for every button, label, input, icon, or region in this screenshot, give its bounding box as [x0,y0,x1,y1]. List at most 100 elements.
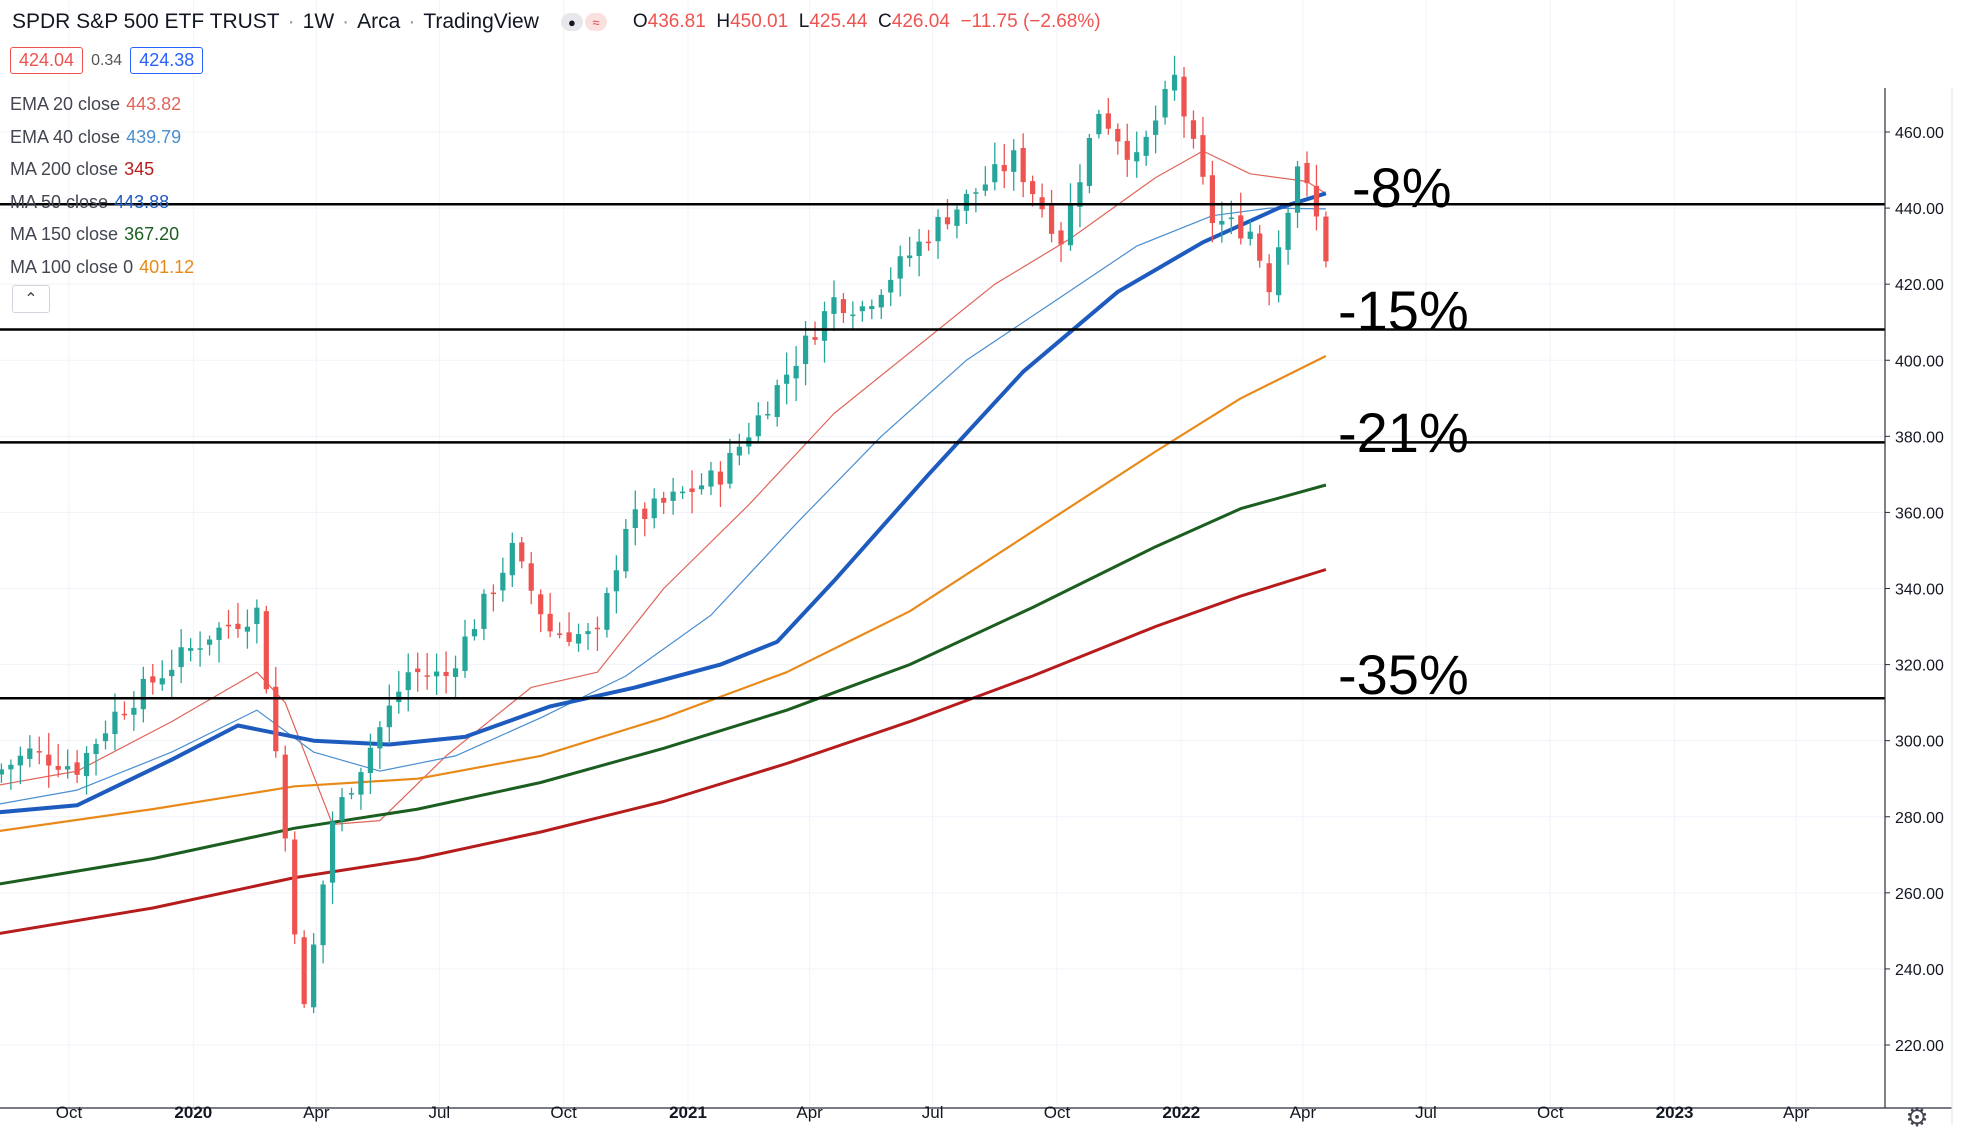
symbol-title[interactable]: SPDR S&P 500 ETF TRUST [12,10,280,33]
candle-body [793,365,799,379]
candle-body [594,627,601,630]
legend-value: 401.12 [139,256,195,277]
candle-body [661,497,667,503]
candle-body [575,634,582,644]
gear-icon[interactable]: ⚙ [1905,1101,1929,1132]
candle-body [538,594,544,615]
time-tick-label: Oct [1044,1103,1071,1122]
candle-body [973,192,979,194]
grid [0,0,1885,1108]
candle-body [1247,231,1253,239]
candle-body [831,297,837,314]
candle-body [197,648,203,650]
candle-body [140,678,146,710]
candle-body [1181,76,1187,117]
candle-body [1190,120,1197,139]
time-tick-label: Jul [922,1103,944,1122]
candle-body [216,627,222,640]
chart-header: SPDR S&P 500 ETF TRUST · 1W · Arca · Tra… [12,10,1101,33]
time-tick-label: Apr [1290,1103,1317,1122]
candle-body [1171,74,1178,91]
candle-body [405,672,411,691]
legend-value: 443.82 [126,94,182,114]
drawdown-annotation[interactable]: -8% [1352,156,1452,219]
candle-body [178,647,184,668]
time-tick-label: Jul [1415,1103,1437,1122]
candle-body [963,193,970,211]
legend-value: 443.88 [114,191,170,212]
candle-body [121,713,128,716]
candle-body [632,509,638,529]
legend-row[interactable]: MA 200 close 345 [10,153,194,186]
candle-body [1257,233,1263,261]
series-line [0,568,1327,935]
price-axis-bg [1885,0,1952,1124]
eye-icon[interactable]: ● [560,13,583,31]
horizontal-levels[interactable]: 441.00408.08378.42311.14 [0,193,1951,710]
drawdown-annotation[interactable]: -15% [1338,279,1469,342]
candle-body [500,572,506,591]
price-tick-label: 420.00 [1895,277,1944,294]
candle-body [169,669,175,677]
candle-body [954,209,960,226]
candle-body [415,668,421,673]
candle-body [254,607,260,624]
candle-body [188,648,194,651]
candle-body [1266,263,1272,293]
buy-price-button[interactable]: 424.38 [130,47,204,74]
candle-body [1162,88,1168,118]
candle-body [1238,215,1244,239]
time-tick-label: 2021 [669,1103,707,1122]
series-line [0,355,1327,832]
candle-body [613,570,619,592]
price-tick-label: 440.00 [1895,201,1944,218]
legend-row[interactable]: EMA 40 close 439.79 [10,121,194,154]
candle-body [1030,181,1036,195]
candle-body [755,415,761,437]
candle-body [386,705,392,728]
candle-body [717,471,724,485]
candle-body [83,752,90,777]
data-source: TradingView [423,10,539,33]
candle-body [206,639,213,645]
candle-body [1134,152,1140,162]
candle-body [1086,137,1093,186]
candle-body [604,593,610,630]
candle-body [850,314,856,317]
collapse-legend-button[interactable]: ⌃ [12,285,50,313]
candle-body [812,337,818,340]
candle-body [1058,230,1064,245]
price-tick-label: 340.00 [1895,582,1944,599]
interval[interactable]: 1W [302,10,335,33]
legend-row[interactable]: MA 50 close 443.88 [10,186,194,219]
candle-body [74,762,80,775]
series-line [0,483,1327,886]
wave-icon[interactable]: ≈ [584,13,607,31]
legend-row[interactable]: MA 150 close 367.20 [10,218,194,251]
candle-body [443,671,449,676]
sell-price-button[interactable]: 424.04 [10,47,84,74]
time-tick-label: Oct [1537,1103,1564,1122]
legend-row[interactable]: MA 100 close 0 401.12 [10,251,194,284]
candle-body [670,491,676,501]
series-line [0,207,1326,805]
candle-body [396,691,402,703]
candle-body [802,335,809,365]
candle-body [1276,247,1282,296]
candle-body [907,255,913,259]
legend-row[interactable]: EMA 20 close 443.82 [10,88,194,121]
candle-body [65,766,71,770]
candle-body [821,311,828,341]
candle-body [935,216,941,242]
drawdown-annotation[interactable]: -35% [1338,643,1469,706]
bid-ask: 424.04 0.34 424.38 [10,47,204,74]
legend-label: EMA 40 close [10,126,121,147]
time-tick-label: 2022 [1162,1103,1200,1122]
legend-value: 345 [124,159,155,180]
candle-body [311,944,317,1008]
candle-body [102,733,109,742]
candle-body [282,754,288,839]
price-tick-label: 460.00 [1895,125,1944,142]
drawdown-annotation[interactable]: -21% [1338,401,1469,464]
